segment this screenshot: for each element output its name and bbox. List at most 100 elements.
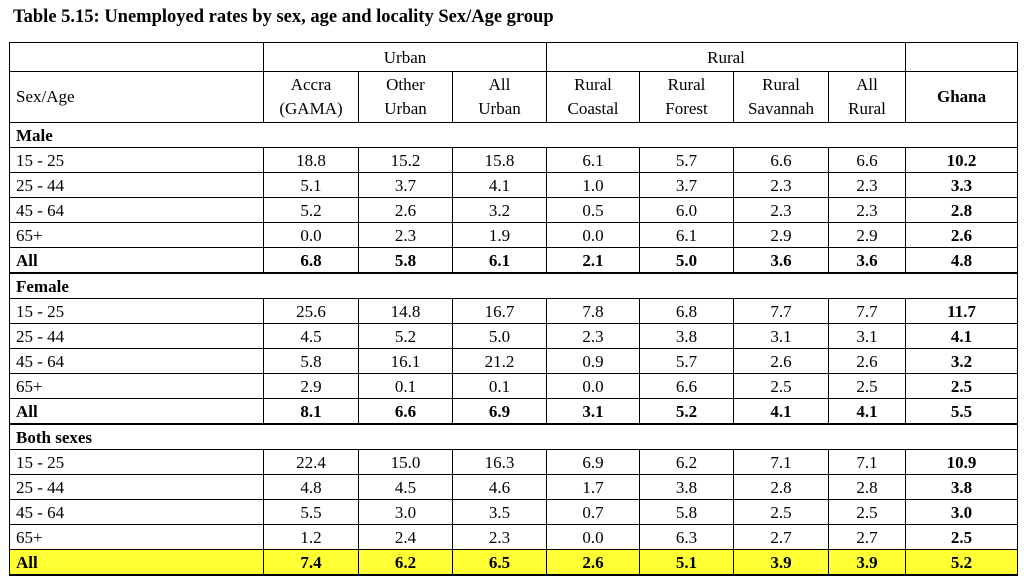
value-cell: 3.0 [358, 499, 453, 525]
header-col-5: Rural Savannah [733, 71, 830, 123]
value-cell: 6.1 [546, 147, 641, 173]
value-cell: 7.7 [828, 298, 907, 324]
table-row: 45 - 64 5.2 2.6 3.2 0.5 6.0 2.3 2.3 2.8 [9, 197, 1019, 223]
value-cell: 2.8 [828, 474, 907, 500]
value-cell: 5.0 [639, 247, 735, 274]
table-body: Urban Rural Sex/Age Accra (GAMA) Other Urb… [8, 42, 1019, 576]
value-cell: 4.1 [451, 172, 548, 198]
value-cell: 2.6 [828, 348, 907, 374]
value-cell: 5.8 [639, 499, 735, 525]
header-empty-cell [9, 42, 264, 72]
table-row: 25 - 44 5.1 3.7 4.1 1.0 3.7 2.3 2.3 3.3 [9, 172, 1019, 198]
value-cell: 4.5 [358, 474, 453, 500]
value-cell: 7.1 [733, 449, 830, 475]
value-cell: 2.3 [358, 222, 453, 248]
value-cell: 8.1 [263, 398, 359, 425]
value-cell: 2.5 [733, 373, 830, 399]
value-cell: 1.7 [546, 474, 641, 500]
value-cell: 2.9 [733, 222, 830, 248]
value-cell: 0.0 [546, 373, 641, 399]
value-cell: 6.6 [828, 147, 907, 173]
value-cell: 3.6 [828, 247, 907, 274]
value-cell: 0.5 [546, 197, 641, 223]
row-label: 65+ [9, 524, 264, 550]
row-label: All [9, 549, 264, 576]
value-cell: 3.5 [451, 499, 548, 525]
value-cell: 0.0 [546, 222, 641, 248]
ghana-value-cell: 2.5 [905, 373, 1019, 399]
row-label: All [9, 247, 264, 274]
value-cell: 6.1 [451, 247, 548, 274]
value-cell: 3.8 [639, 474, 735, 500]
value-cell: 5.8 [263, 348, 359, 374]
header-col-0: Accra (GAMA) [263, 71, 359, 123]
value-cell: 6.5 [451, 549, 548, 576]
value-cell: 2.6 [358, 197, 453, 223]
value-cell: 5.1 [263, 172, 359, 198]
value-cell: 5.8 [358, 247, 453, 274]
value-cell: 4.1 [828, 398, 907, 425]
value-cell: 0.0 [263, 222, 359, 248]
table-row: 65+ 1.2 2.4 2.3 0.0 6.3 2.7 2.7 2.5 [9, 524, 1019, 550]
value-cell: 3.1 [733, 323, 830, 349]
ghana-value-cell: 10.9 [905, 449, 1019, 475]
header-sex-age: Sex/Age [9, 71, 264, 123]
table-row: 45 - 64 5.8 16.1 21.2 0.9 5.7 2.6 2.6 3.2 [9, 348, 1019, 374]
section-header-row: Male [8, 122, 1019, 148]
value-cell: 5.2 [358, 323, 453, 349]
header-col-1: Other Urban [358, 71, 453, 123]
value-cell: 2.5 [733, 499, 830, 525]
ghana-value-cell: 2.6 [905, 222, 1019, 248]
value-cell: 16.1 [358, 348, 453, 374]
value-cell: 2.3 [451, 524, 548, 550]
section-label: Both sexes [8, 423, 1019, 450]
ghana-value-cell: 3.3 [905, 172, 1019, 198]
value-cell: 15.0 [358, 449, 453, 475]
table-row: 15 - 25 25.6 14.8 16.7 7.8 6.8 7.7 7.7 11.7 [9, 298, 1019, 324]
row-label: 25 - 44 [9, 474, 264, 500]
value-cell: 3.9 [733, 549, 830, 576]
row-label: 45 - 64 [9, 348, 264, 374]
value-cell: 2.1 [546, 247, 641, 274]
value-cell: 2.3 [733, 172, 830, 198]
value-cell: 16.3 [451, 449, 548, 475]
value-cell: 5.5 [263, 499, 359, 525]
value-cell: 0.9 [546, 348, 641, 374]
value-cell: 16.7 [451, 298, 548, 324]
value-cell: 3.1 [546, 398, 641, 425]
value-cell: 6.6 [358, 398, 453, 425]
table-row: 25 - 44 4.8 4.5 4.6 1.7 3.8 2.8 2.8 3.8 [9, 474, 1019, 500]
value-cell: 0.0 [546, 524, 641, 550]
row-label: 25 - 44 [9, 323, 264, 349]
header-rural-group: Rural [546, 42, 907, 72]
header-ghana: Ghana [905, 71, 1019, 123]
row-label: 25 - 44 [9, 172, 264, 198]
header-columns-row: Sex/Age Accra (GAMA) Other Urban All Urban … [9, 71, 1019, 123]
value-cell: 7.4 [263, 549, 359, 576]
value-cell: 6.8 [639, 298, 735, 324]
value-cell: 6.2 [639, 449, 735, 475]
value-cell: 4.1 [733, 398, 830, 425]
row-label: 45 - 64 [9, 197, 264, 223]
value-cell: 3.2 [451, 197, 548, 223]
value-cell: 3.9 [828, 549, 907, 576]
table-row: 15 - 25 22.4 15.0 16.3 6.9 6.2 7.1 7.1 10.9 [9, 449, 1019, 475]
value-cell: 6.6 [733, 147, 830, 173]
ghana-value-cell: 2.8 [905, 197, 1019, 223]
section-header-row: Both sexes [8, 423, 1019, 450]
row-label: 65+ [9, 373, 264, 399]
header-col-4: Rural Forest [639, 71, 735, 123]
value-cell: 15.2 [358, 147, 453, 173]
value-cell: 2.9 [263, 373, 359, 399]
table-title: Table 5.15: Unemployed rates by sex, age… [13, 7, 554, 27]
row-label: 15 - 25 [9, 449, 264, 475]
value-cell: 1.9 [451, 222, 548, 248]
row-label: 45 - 64 [9, 499, 264, 525]
value-cell: 2.7 [733, 524, 830, 550]
value-cell: 5.2 [263, 197, 359, 223]
value-cell: 0.1 [358, 373, 453, 399]
value-cell: 1.2 [263, 524, 359, 550]
value-cell: 2.5 [828, 373, 907, 399]
value-cell: 6.1 [639, 222, 735, 248]
ghana-value-cell: 3.8 [905, 474, 1019, 500]
